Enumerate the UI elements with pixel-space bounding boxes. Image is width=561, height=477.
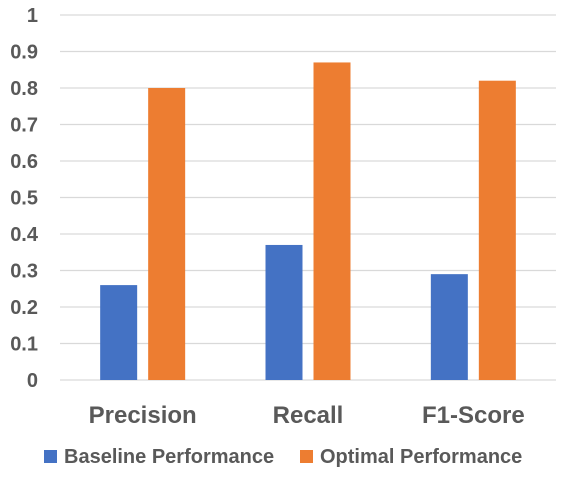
y-axis-ticks: 0 0.1 0.2 0.3 0.4 0.5 0.6 0.7 0.8 0.9 1 (10, 5, 39, 392)
y-tick-label: 0.5 (10, 188, 38, 210)
bar-optimal-performance-f1-score (478, 80, 516, 380)
y-tick-label: 0.6 (10, 151, 38, 173)
y-tick-label: 0.2 (10, 297, 38, 319)
legend-swatch (44, 450, 57, 463)
x-category-label: Precision (89, 402, 197, 429)
grid-lines (60, 14, 556, 381)
legend: Baseline Performance Optimal Performance (44, 446, 522, 468)
y-tick-label: 0.8 (10, 78, 38, 100)
x-category-label: Recall (273, 402, 344, 429)
legend-label: Baseline Performance (64, 446, 274, 468)
y-tick-label: 0.3 (10, 261, 38, 283)
y-tick-label: 0.1 (10, 334, 38, 356)
x-axis-categories: Precision Recall F1-Score (89, 402, 525, 429)
y-tick-label: 0.4 (10, 224, 39, 246)
bar-baseline-performance-f1-score (430, 274, 468, 380)
y-tick-label: 0.9 (10, 42, 38, 64)
bar-optimal-performance-precision (148, 88, 186, 380)
bars (100, 62, 516, 380)
y-tick-label: 0.7 (10, 115, 38, 137)
bar-optimal-performance-recall (313, 62, 351, 380)
y-tick-label: 0 (27, 370, 38, 392)
bar-baseline-performance-precision (100, 285, 138, 380)
legend-swatch (300, 450, 313, 463)
bar-baseline-performance-recall (265, 244, 303, 380)
x-category-label: F1-Score (422, 402, 525, 429)
y-tick-label: 1 (27, 5, 38, 27)
legend-label: Optimal Performance (320, 446, 522, 468)
